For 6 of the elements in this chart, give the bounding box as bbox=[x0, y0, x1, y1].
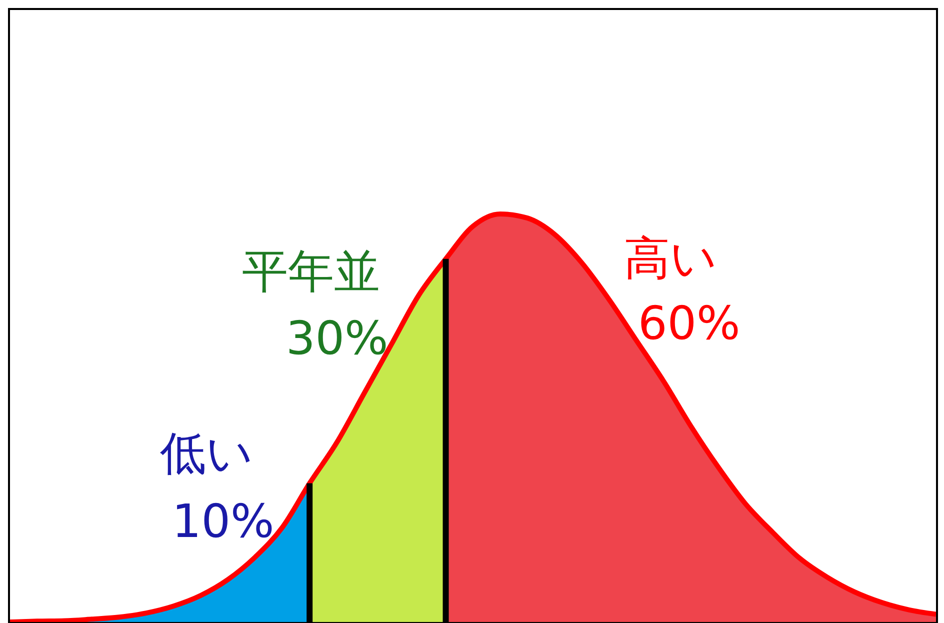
annotation: 10% bbox=[172, 494, 274, 548]
annotation: 60% bbox=[638, 296, 740, 350]
annotation: 平年並 bbox=[242, 244, 380, 298]
annotation: 30% bbox=[286, 311, 388, 365]
annotation: 高い bbox=[624, 231, 717, 285]
annotation: 低い bbox=[160, 426, 253, 480]
